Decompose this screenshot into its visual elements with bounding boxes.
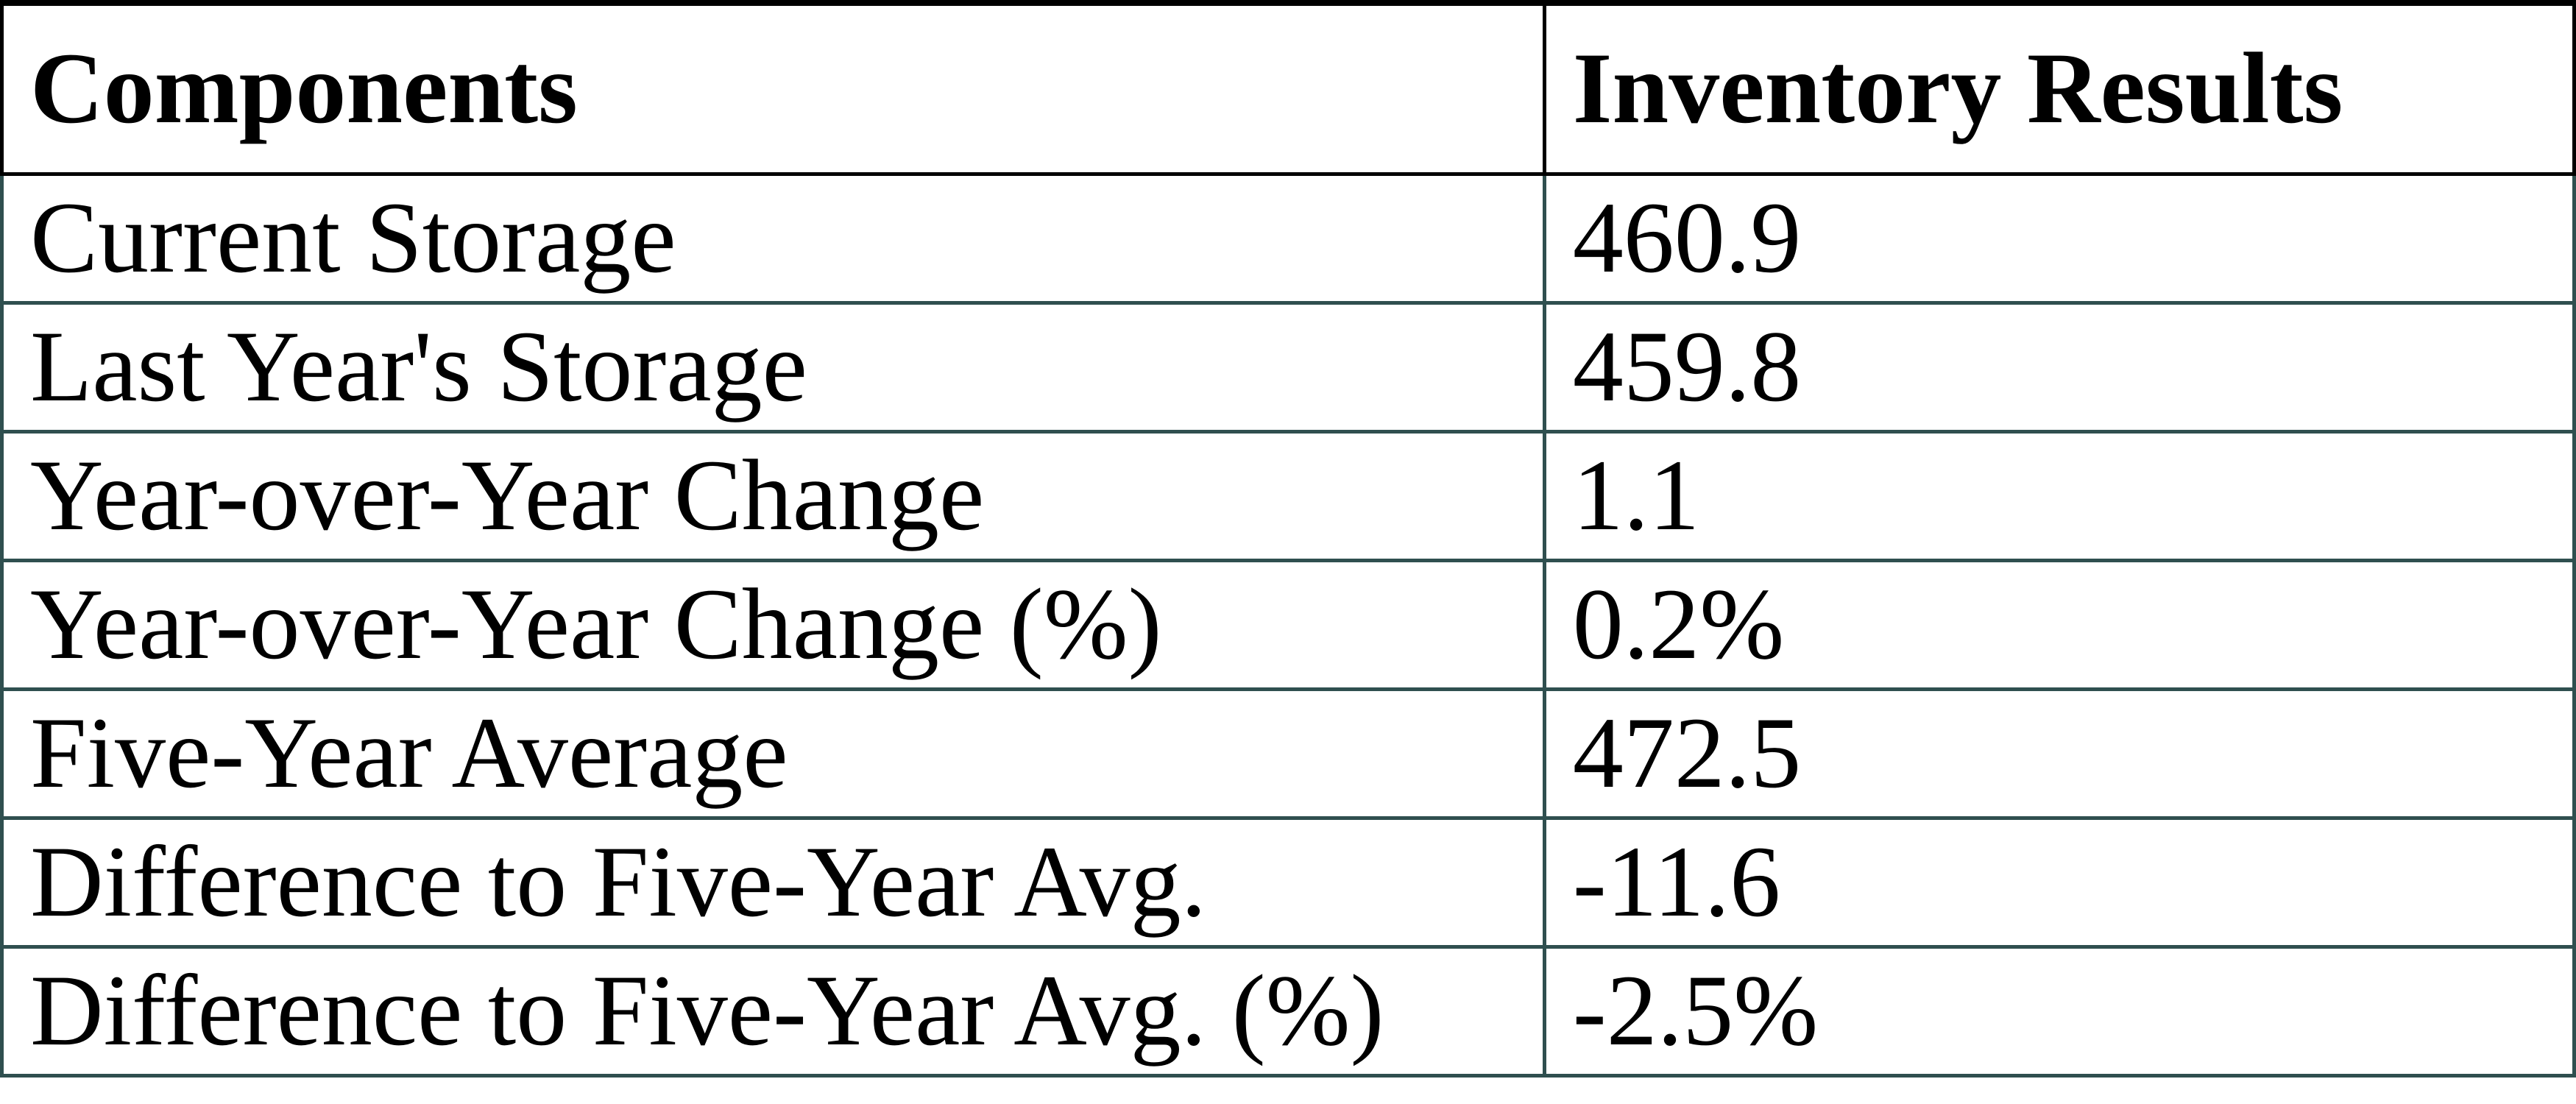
component-cell: Current Storage — [0, 171, 1546, 305]
table-row: Five-Year Average 472.5 — [0, 687, 2576, 820]
table-row: Difference to Five-Year Avg. -11.6 — [0, 815, 2576, 949]
component-cell: Five-Year Average — [0, 687, 1546, 820]
result-cell: 1.1 — [1542, 429, 2576, 562]
table-row: Year-over-Year Change 1.1 — [0, 429, 2576, 562]
result-cell: -11.6 — [1542, 815, 2576, 949]
component-cell: Difference to Five-Year Avg. (%) — [0, 944, 1546, 1078]
result-cell: 460.9 — [1542, 171, 2576, 305]
result-cell: -2.5% — [1542, 944, 2576, 1078]
table-row: Year-over-Year Change (%) 0.2% — [0, 558, 2576, 691]
result-cell: 0.2% — [1542, 558, 2576, 691]
table-row: Current Storage 460.9 — [0, 171, 2576, 305]
component-cell: Difference to Five-Year Avg. — [0, 815, 1546, 949]
header-cell-inventory-results: Inventory Results — [1542, 0, 2576, 176]
component-cell: Last Year's Storage — [0, 300, 1546, 434]
inventory-table: Components Inventory Results Current Sto… — [0, 0, 2576, 1078]
result-cell: 459.8 — [1542, 300, 2576, 434]
table-row: Difference to Five-Year Avg. (%) -2.5% — [0, 944, 2576, 1078]
header-row: Components Inventory Results — [0, 0, 2576, 176]
header-cell-components: Components — [0, 0, 1546, 176]
result-cell: 472.5 — [1542, 687, 2576, 820]
table-row: Last Year's Storage 459.8 — [0, 300, 2576, 434]
component-cell: Year-over-Year Change — [0, 429, 1546, 562]
component-cell: Year-over-Year Change (%) — [0, 558, 1546, 691]
